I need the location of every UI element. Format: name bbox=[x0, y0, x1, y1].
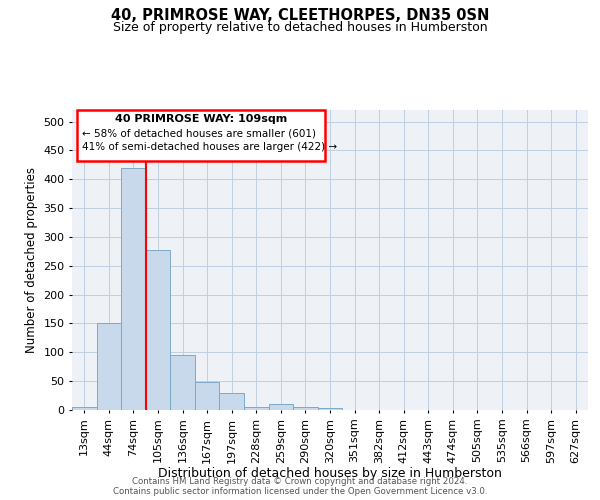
Text: Distribution of detached houses by size in Humberston: Distribution of detached houses by size … bbox=[158, 467, 502, 480]
Text: 40 PRIMROSE WAY: 109sqm: 40 PRIMROSE WAY: 109sqm bbox=[115, 114, 287, 124]
Text: ← 58% of detached houses are smaller (601): ← 58% of detached houses are smaller (60… bbox=[82, 128, 316, 138]
Bar bbox=[269, 404, 293, 410]
Bar bbox=[146, 250, 170, 410]
Bar bbox=[170, 355, 195, 410]
Text: 41% of semi-detached houses are larger (422) →: 41% of semi-detached houses are larger (… bbox=[82, 142, 337, 152]
Text: Contains HM Land Registry data © Crown copyright and database right 2024.
Contai: Contains HM Land Registry data © Crown c… bbox=[113, 476, 487, 496]
Text: 40, PRIMROSE WAY, CLEETHORPES, DN35 0SN: 40, PRIMROSE WAY, CLEETHORPES, DN35 0SN bbox=[111, 8, 489, 22]
Bar bbox=[195, 382, 220, 410]
Bar bbox=[97, 324, 121, 410]
Bar bbox=[121, 168, 146, 410]
FancyBboxPatch shape bbox=[77, 110, 325, 161]
Bar bbox=[72, 407, 97, 410]
Text: Size of property relative to detached houses in Humberston: Size of property relative to detached ho… bbox=[113, 21, 487, 34]
Bar bbox=[244, 406, 269, 410]
Bar bbox=[220, 394, 244, 410]
Bar bbox=[318, 408, 342, 410]
Y-axis label: Number of detached properties: Number of detached properties bbox=[25, 167, 38, 353]
Bar bbox=[293, 406, 318, 410]
